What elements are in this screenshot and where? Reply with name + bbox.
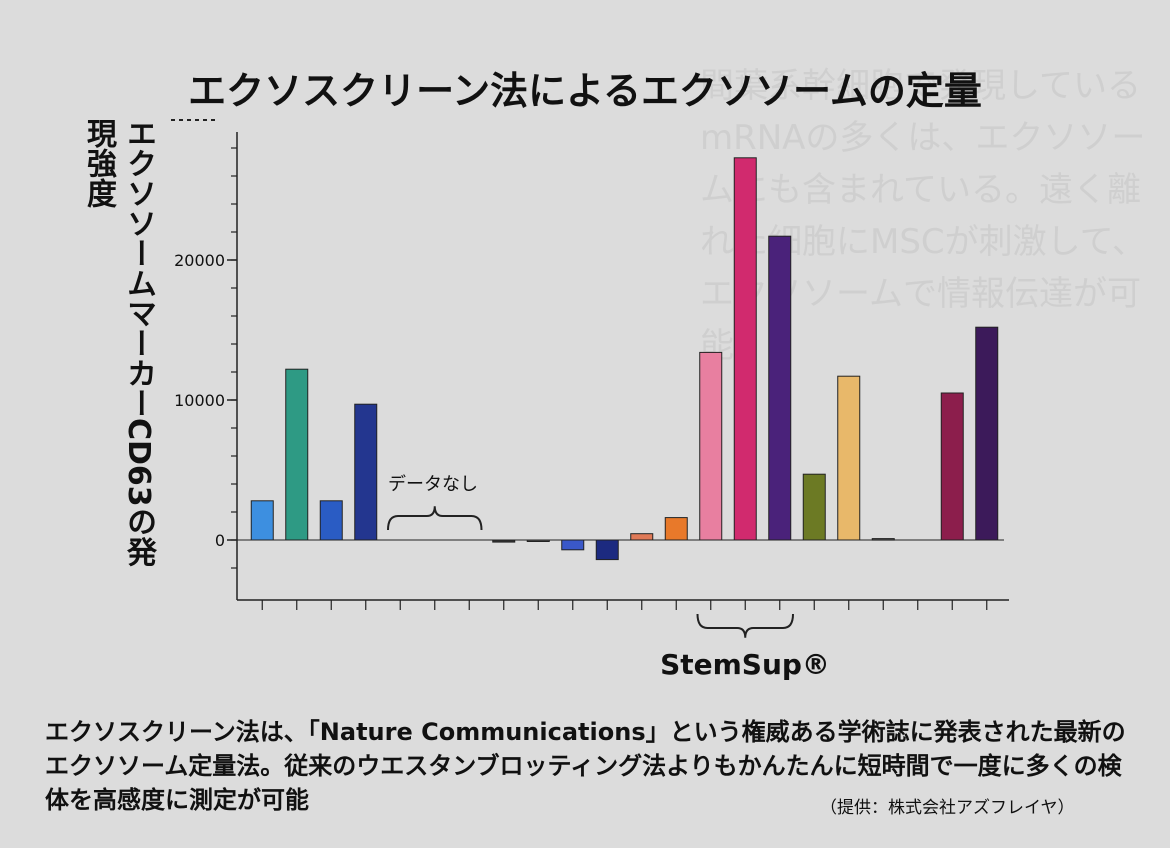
bar	[940, 392, 964, 541]
stemsup-group-label: StemSup®	[660, 648, 830, 681]
bar	[595, 539, 619, 561]
y-tick-label: 20000	[174, 251, 225, 270]
stemsup-brace	[696, 613, 794, 638]
bar	[871, 538, 895, 541]
bar	[837, 375, 861, 541]
bar	[319, 500, 343, 541]
bar	[354, 403, 378, 541]
no-data-label: データなし	[388, 474, 478, 495]
credit-text: （提供：株式会社アズフレイヤ）	[820, 798, 1075, 818]
y-tick-label: 10000	[174, 391, 225, 410]
caption-text: エクソスクリーン法は、「Nature Communications」という権威あ…	[45, 718, 1126, 814]
chart-title: エクソスクリーン法によるエクソソームの定量	[188, 69, 982, 113]
bar	[492, 539, 516, 543]
bar	[975, 326, 999, 541]
bar	[664, 517, 688, 541]
bar	[561, 539, 585, 551]
bar	[250, 500, 274, 541]
y-axis-label: エクソソームマーカーCD63の発現強度	[81, 118, 156, 567]
bar	[699, 351, 723, 541]
bar	[526, 539, 550, 542]
bar	[733, 157, 757, 541]
bar	[802, 473, 826, 541]
y-tick-label: 0	[215, 531, 225, 550]
no-data-brace	[387, 506, 483, 531]
bar	[285, 368, 309, 541]
bar	[768, 235, 792, 541]
bar	[630, 533, 654, 541]
